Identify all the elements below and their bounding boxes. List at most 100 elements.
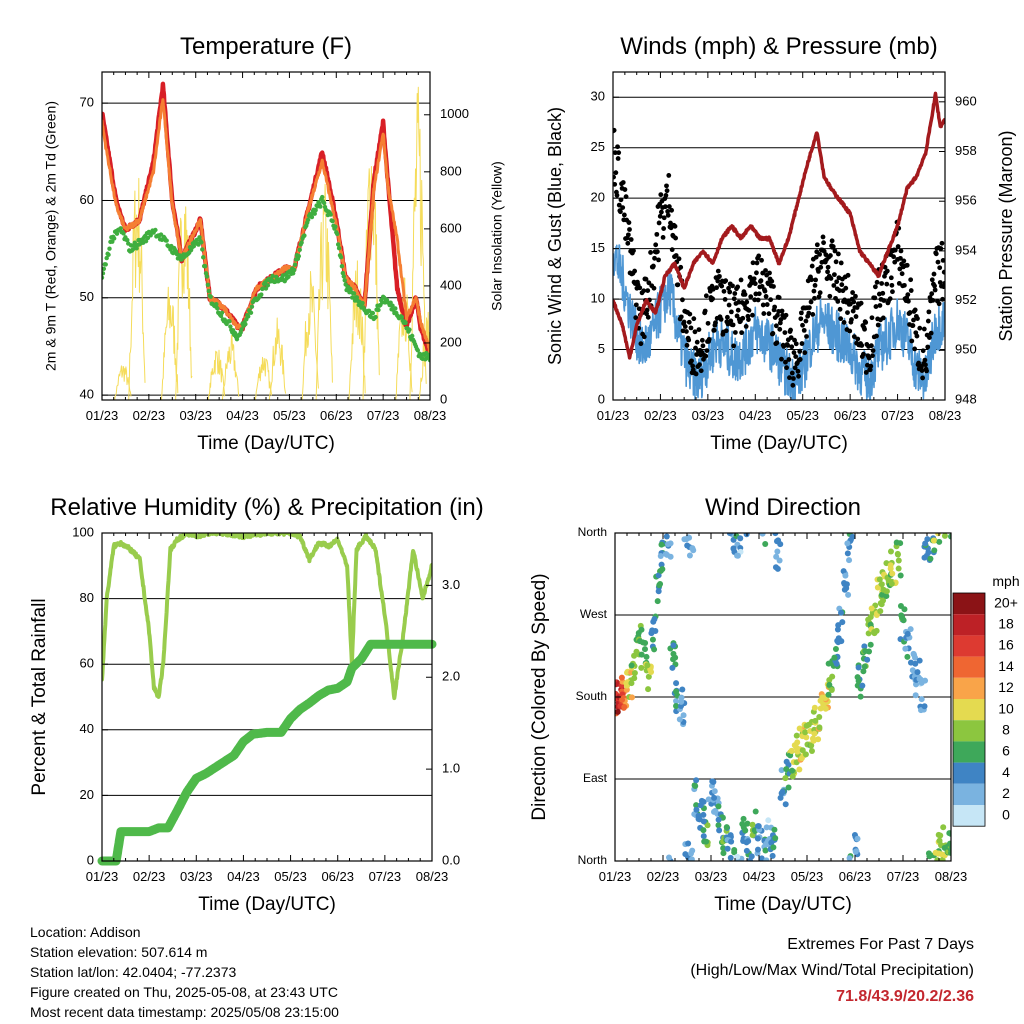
x-tick-label-3: 08/23: [935, 869, 968, 884]
wind-direction-point: [811, 704, 818, 711]
colorbar-label: 6: [1002, 743, 1010, 759]
wind-gust-point: [738, 277, 744, 283]
wind-gust-point: [633, 302, 639, 308]
colorbar-swatch: [953, 635, 985, 657]
wind-gust-point: [853, 293, 858, 299]
wind-gust-point: [728, 309, 734, 315]
x-tick-label-0: 06/23: [320, 408, 353, 423]
wind-direction-point: [770, 844, 777, 851]
wind-gust-point: [730, 283, 735, 289]
wind-gust-point: [851, 334, 857, 340]
wind-direction-point: [854, 674, 861, 681]
wind-gust-point: [899, 271, 905, 277]
solar-insolation-line: [315, 183, 333, 400]
wind-direction-point: [842, 572, 849, 579]
dewpoint-point: [291, 267, 297, 273]
station-location: Location: Addison: [30, 924, 141, 940]
wind-direction-point: [825, 660, 832, 667]
wind-direction-point: [727, 854, 734, 861]
dewpoint-point: [318, 204, 323, 209]
wind-direction-point: [688, 850, 695, 857]
wind-direction-point: [931, 547, 938, 554]
wind-direction-point: [900, 617, 907, 624]
extremes-title: Extremes For Past 7 Days: [787, 936, 974, 953]
wind-gust-point: [613, 170, 619, 176]
dewpoint-point: [292, 262, 298, 267]
wind-gust-point: [924, 368, 929, 374]
wind-gust-point: [772, 304, 778, 310]
solar-insolation-line: [207, 349, 226, 400]
wind-direction-point: [812, 717, 819, 724]
wind-direction-point: [859, 682, 866, 689]
wind-gust-point: [851, 299, 857, 305]
wind-direction-point: [669, 664, 676, 671]
colorbar-title: mph: [992, 573, 1019, 589]
wind-gust-point: [821, 240, 826, 246]
x-tick-label-0: 08/23: [414, 408, 447, 423]
x-tick-label-1: 08/23: [929, 408, 962, 423]
wind-direction-point: [727, 832, 734, 839]
wind-gust-point: [776, 295, 782, 300]
wind-gust-point: [862, 326, 867, 332]
x-tick-label-1: 02/23: [644, 408, 677, 423]
wind-direction-point: [846, 855, 853, 861]
colorbar-swatch: [953, 720, 985, 742]
wind-direction-point: [782, 801, 789, 808]
x-tick-label-0: 04/23: [226, 408, 259, 423]
extremes-box: Extremes For Past 7 Days (High/Low/Max W…: [690, 932, 974, 1010]
colorbar-label: 4: [1002, 764, 1010, 780]
wind-gust-point: [641, 288, 647, 294]
wind-gust-point: [790, 382, 796, 388]
wind-gust-point: [872, 284, 878, 290]
dewpoint-point: [305, 217, 311, 223]
wind-gust-point: [739, 330, 745, 336]
wind-direction-point: [667, 553, 674, 560]
wind-direction-point: [866, 648, 873, 655]
wind-direction-point: [778, 767, 785, 774]
wind-direction-point: [776, 557, 783, 564]
dewpoint-point: [302, 233, 307, 238]
wind-gust-point: [884, 268, 890, 274]
wind-gust-point: [938, 246, 944, 251]
wind-direction-point: [835, 635, 842, 642]
wind-gust-point: [728, 318, 734, 324]
wind-gust-point: [880, 290, 886, 296]
wind-direction-point: [911, 651, 918, 658]
wind-direction-point: [871, 629, 878, 636]
wind-direction-point: [864, 656, 871, 663]
wind-gust-point: [680, 297, 685, 303]
y-tick-label-1: 5: [598, 341, 605, 356]
solar-insolation-line: [254, 356, 272, 400]
colorbar-label: 14: [998, 658, 1014, 674]
wind-gust-point: [869, 315, 875, 321]
wind-gust-point: [933, 251, 939, 257]
wind-gust-point: [834, 279, 840, 285]
wind-gust-point: [791, 376, 796, 381]
wind-gust-point: [689, 358, 694, 364]
chart-title-3: Wind Direction: [705, 494, 861, 521]
wind-gust-point: [858, 300, 864, 306]
wind-gust-point: [645, 288, 651, 294]
wind-direction-point: [638, 664, 645, 671]
wind-direction-point: [762, 847, 769, 854]
wind-direction-point: [631, 670, 638, 677]
wind-direction-point: [679, 686, 686, 693]
wind-direction-point: [689, 545, 696, 552]
dewpoint-point: [335, 242, 341, 247]
wind-gust-point: [623, 194, 629, 200]
wind-direction-point: [628, 680, 635, 687]
solar-insolation-line: [409, 86, 427, 400]
solar-insolation-line: [221, 334, 240, 400]
wind-gust-point: [676, 256, 682, 262]
wind-gust-point: [920, 348, 926, 354]
colorbar-label: 2: [1002, 785, 1010, 801]
dewpoint-point: [409, 333, 415, 339]
dewpoint-point: [407, 327, 412, 332]
wind-gust-point: [690, 363, 696, 369]
wind-gust-point: [706, 336, 712, 342]
wind-gust-point: [696, 327, 702, 333]
dewpoint-point: [111, 236, 117, 241]
y-tick-label-2: 80: [80, 590, 94, 605]
wind-direction-point: [649, 636, 656, 643]
wind-gust-point: [932, 287, 938, 293]
